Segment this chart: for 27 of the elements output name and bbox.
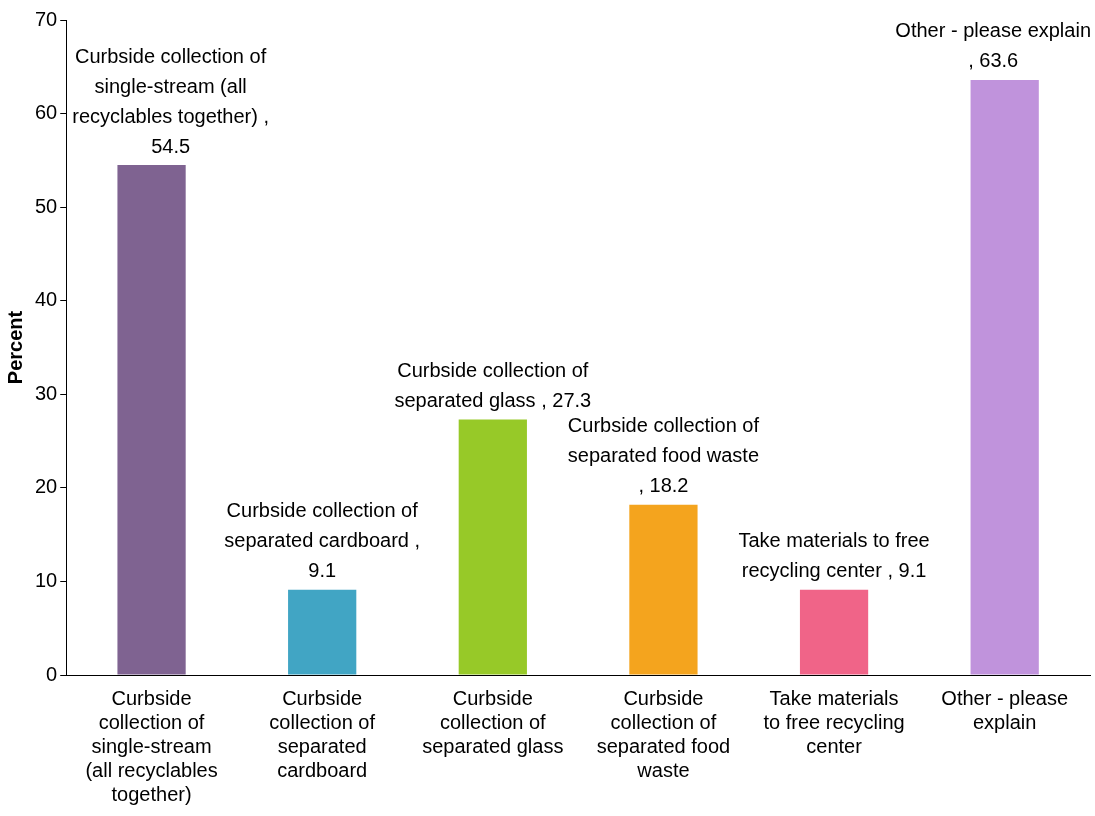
y-axis-title: Percent <box>3 310 26 385</box>
y-tick-label: 50 <box>35 194 58 217</box>
data-label: Curbside collection of separated cardboard , 9.1 <box>224 499 421 582</box>
y-tick-label: 60 <box>35 101 58 124</box>
y-tick-label: 40 <box>35 288 58 311</box>
x-tick-label: Curbside collection of single-stream (all recyclables together) <box>85 686 218 805</box>
x-tick-label: Curbside collection of separated cardboard <box>269 686 376 781</box>
data-label: Curbside collection of separated food waste , 18.2 <box>567 414 760 497</box>
y-tick-label: 0 <box>46 662 58 685</box>
data-label: Other - please explain , 63.6 <box>895 19 1091 72</box>
x-tick-label: Other - please explain <box>941 686 1069 733</box>
x-tick-label: Curbside collection of separated food waste <box>596 686 731 781</box>
x-tick-label: Take materials to free recycling center <box>763 686 905 757</box>
bar <box>288 589 357 675</box>
data-label: Curbside collection of single-stream (all recyclables together) , 54.5 <box>72 44 270 157</box>
y-tick-label: 70 <box>35 7 58 30</box>
bar <box>117 165 186 675</box>
bar <box>458 419 527 675</box>
data-label: Curbside collection of separated glass , 27.3 <box>394 359 592 412</box>
y-tick-label: 10 <box>35 568 58 591</box>
data-label: Take materials to free recycling center , 9.1 <box>738 529 930 582</box>
bar <box>799 589 869 675</box>
y-tick-label: 30 <box>35 381 58 404</box>
bar <box>629 504 698 675</box>
x-tick-label: Curbside collection of separated glass <box>422 686 564 757</box>
y-tick-label: 20 <box>35 475 58 498</box>
bar <box>970 79 1039 675</box>
